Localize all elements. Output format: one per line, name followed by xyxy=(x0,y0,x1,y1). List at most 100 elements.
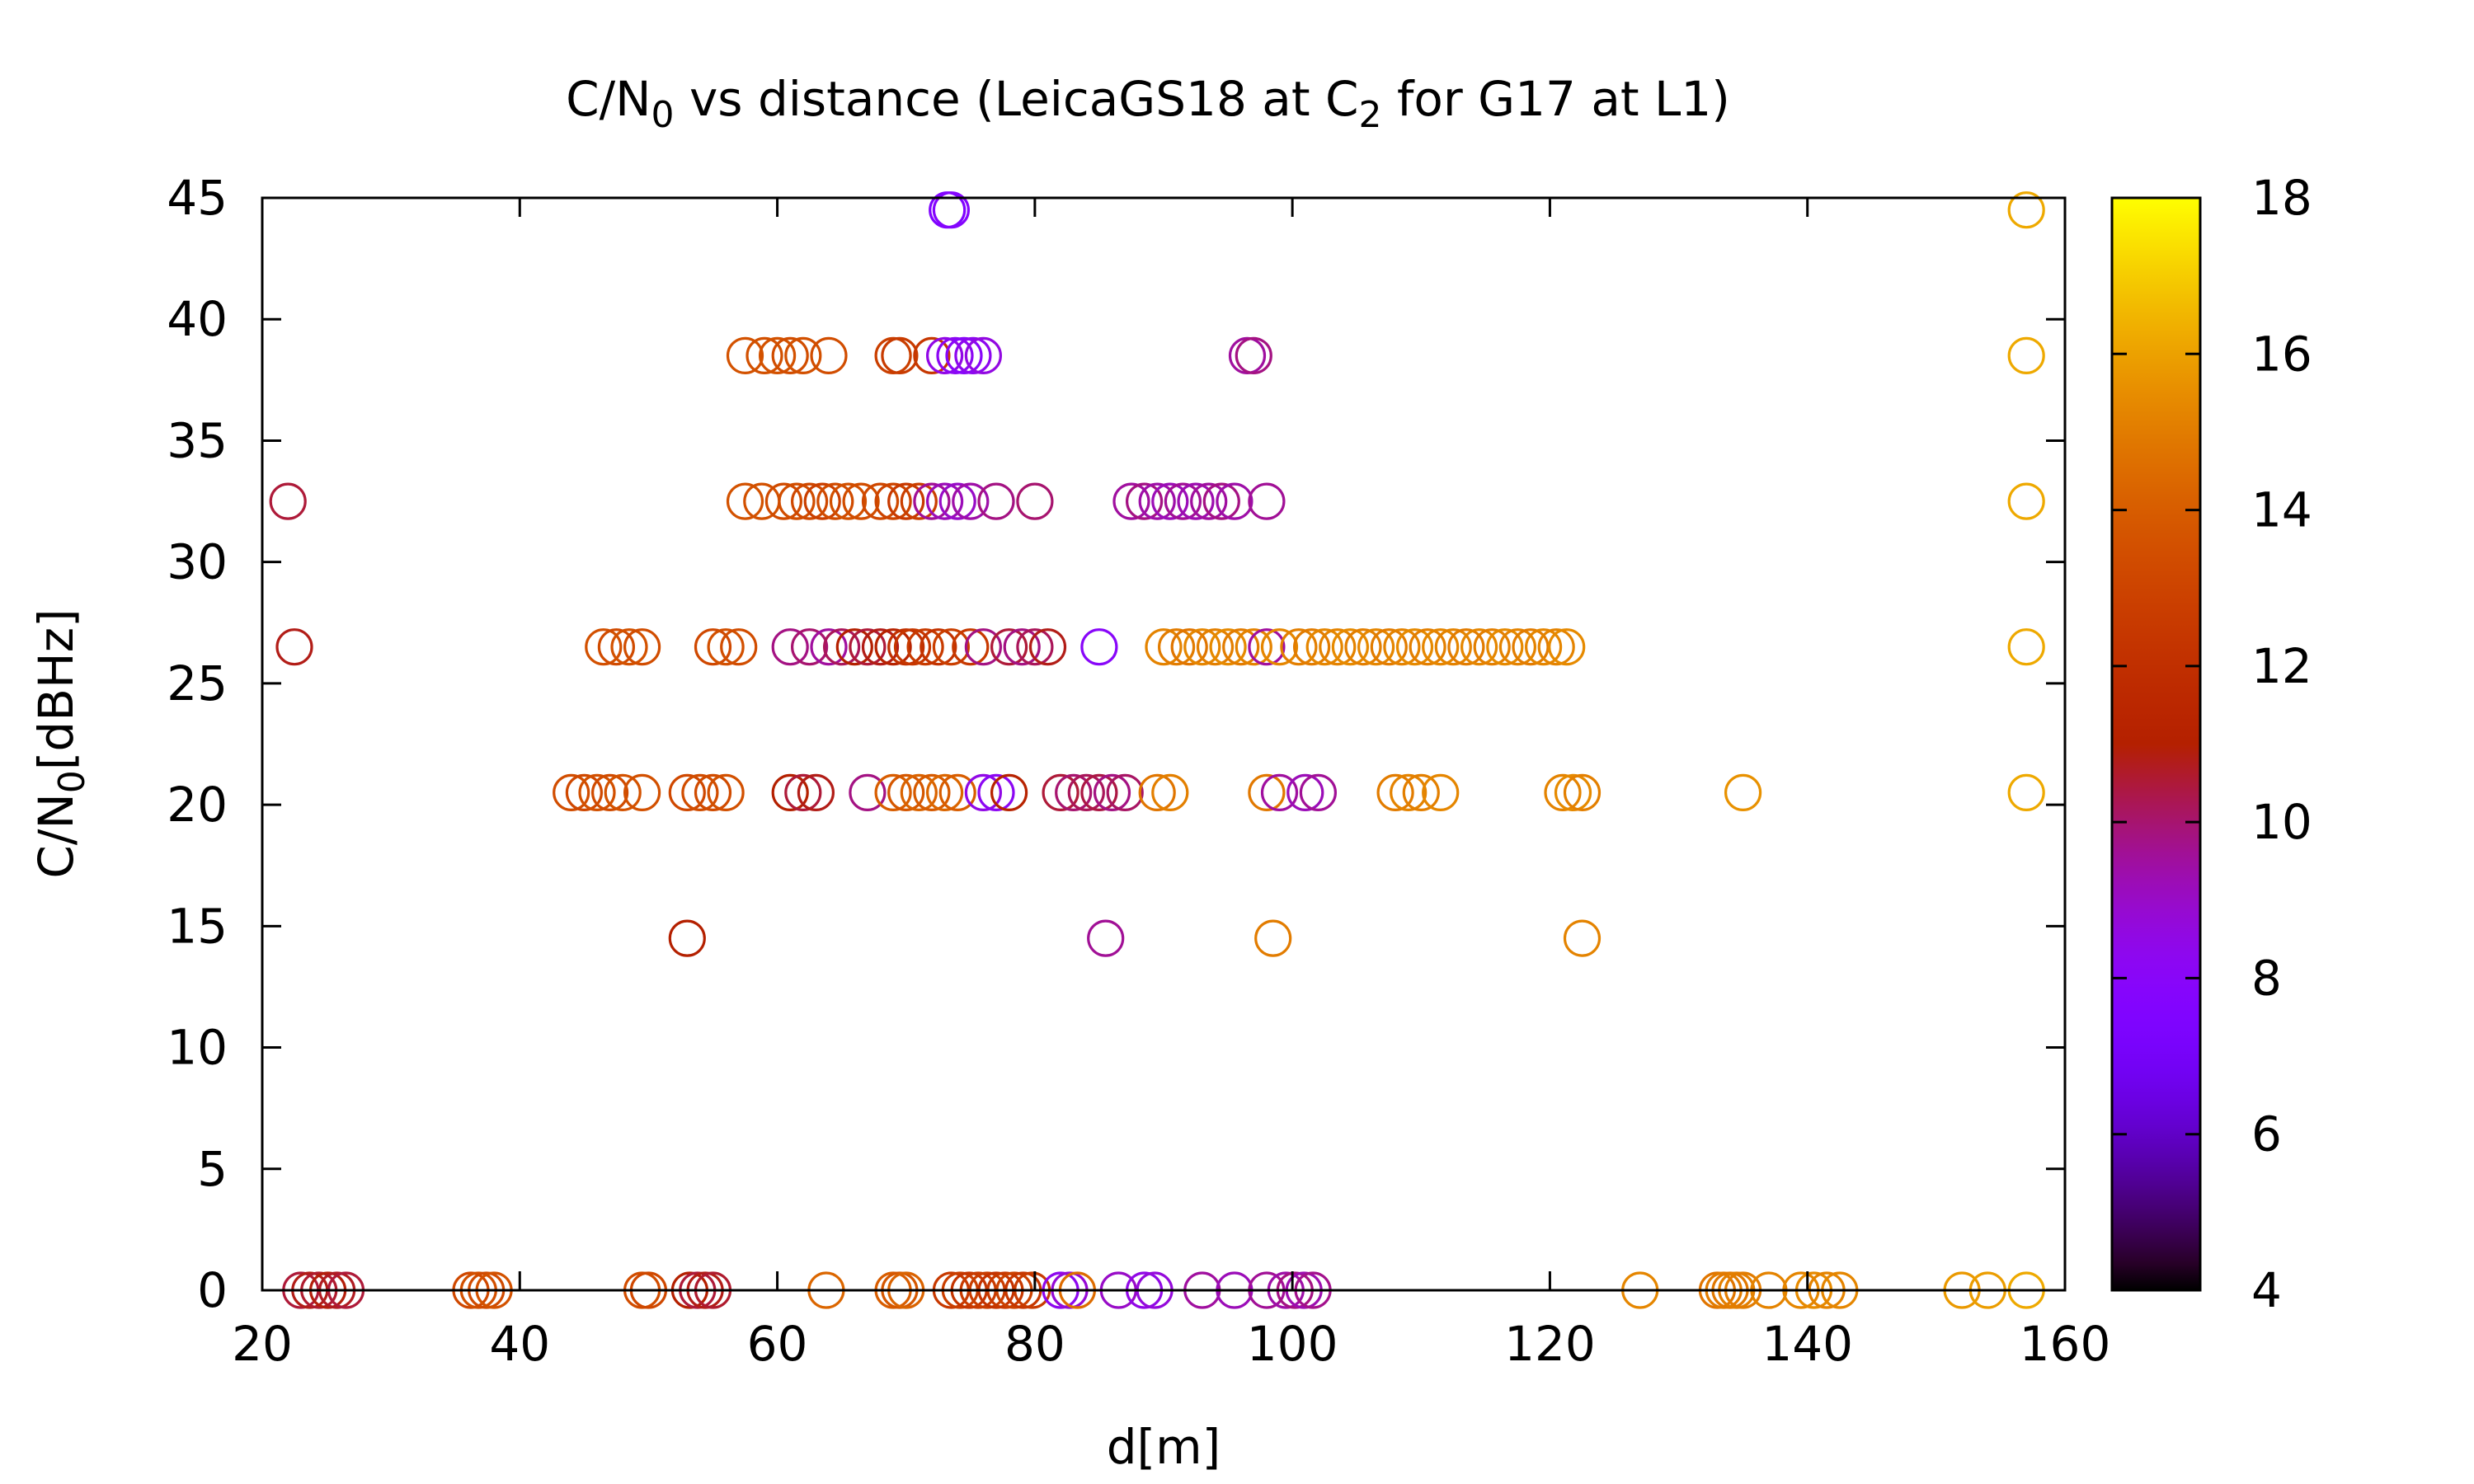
colorbar-tick-label: 10 xyxy=(2251,794,2312,850)
y-tick-label: 5 xyxy=(197,1141,228,1197)
data-point xyxy=(694,628,732,666)
data-point xyxy=(275,628,313,666)
data-point xyxy=(668,773,706,812)
data-point xyxy=(1390,773,1427,812)
y-tick-label: 0 xyxy=(197,1262,228,1318)
data-point xyxy=(932,628,971,666)
data-point xyxy=(932,191,971,229)
data-point xyxy=(771,336,809,374)
data-point xyxy=(1344,628,1382,666)
data-point xyxy=(964,628,1003,666)
data-point xyxy=(936,336,974,374)
data-point xyxy=(810,628,848,666)
data-point xyxy=(1028,628,1067,666)
data-point xyxy=(764,482,803,520)
data-point xyxy=(1331,628,1370,666)
data-point xyxy=(623,773,661,812)
y-tick-label: 45 xyxy=(167,170,228,226)
axis-ticks xyxy=(261,196,2067,1292)
data-point xyxy=(1164,482,1202,520)
data-point xyxy=(1260,773,1299,812)
data-point xyxy=(1434,628,1472,666)
data-point xyxy=(1286,773,1324,812)
data-point xyxy=(1016,482,1054,520)
data-point xyxy=(771,773,809,812)
data-point xyxy=(2007,482,2045,520)
data-point xyxy=(1498,628,1537,666)
data-point xyxy=(913,336,951,374)
data-point xyxy=(597,628,636,666)
data-point xyxy=(938,482,976,520)
data-point xyxy=(893,628,932,666)
data-point xyxy=(1524,628,1563,666)
data-point xyxy=(900,773,938,812)
data-point xyxy=(2007,336,2045,374)
data-point xyxy=(1305,628,1343,666)
y-tick-label: 40 xyxy=(167,291,228,347)
data-point xyxy=(1138,482,1176,520)
data-point xyxy=(900,482,938,520)
data-point xyxy=(874,628,912,666)
data-point xyxy=(1235,336,1272,374)
y-axis-tick-labels: 0 5 10 15 20 25 30 35 40 45 xyxy=(167,170,228,1318)
data-point xyxy=(1080,773,1118,812)
data-point xyxy=(1486,628,1524,666)
data-point xyxy=(707,628,745,666)
data-point xyxy=(2007,628,2045,666)
colorbar-tick-label: 14 xyxy=(2251,482,2312,538)
data-point xyxy=(913,482,951,520)
data-point xyxy=(810,336,848,374)
data-point xyxy=(1080,628,1118,666)
data-point xyxy=(990,773,1028,812)
data-point xyxy=(1151,482,1189,520)
data-point xyxy=(1222,628,1260,666)
data-point xyxy=(1409,628,1446,666)
data-point xyxy=(1292,628,1331,666)
data-point xyxy=(964,773,1003,812)
data-point xyxy=(1554,773,1592,812)
colorbar xyxy=(2110,196,2202,1292)
colorbar-tick-label: 8 xyxy=(2251,950,2282,1006)
data-point xyxy=(1196,628,1235,666)
data-point xyxy=(1422,773,1460,812)
y-tick-label: 20 xyxy=(167,777,228,833)
data-point xyxy=(1563,773,1602,812)
data-point xyxy=(945,336,983,374)
data-point xyxy=(1183,628,1221,666)
x-tick-label: 60 xyxy=(747,1316,808,1372)
data-point xyxy=(964,336,1003,374)
colorbar-tick-label: 4 xyxy=(2251,1262,2282,1318)
data-point xyxy=(977,773,1015,812)
x-tick-label: 140 xyxy=(1761,1316,1853,1372)
data-point xyxy=(1151,773,1189,812)
data-point xyxy=(726,336,764,374)
x-tick-label: 80 xyxy=(1004,1316,1065,1372)
data-point xyxy=(1460,628,1498,666)
data-point xyxy=(1544,773,1582,812)
data-point xyxy=(1548,628,1586,666)
data-point xyxy=(1383,628,1421,666)
data-point xyxy=(269,482,307,520)
data-point xyxy=(590,773,629,812)
y-tick-label: 30 xyxy=(167,534,228,590)
data-point xyxy=(585,628,623,666)
data-point xyxy=(1093,773,1131,812)
data-point xyxy=(1537,628,1575,666)
data-point xyxy=(1235,628,1272,666)
data-point xyxy=(1473,628,1511,666)
data-point xyxy=(925,773,964,812)
data-point xyxy=(623,628,661,666)
data-point xyxy=(952,482,990,520)
data-point xyxy=(1177,482,1215,520)
colorbar-tick-label: 12 xyxy=(2251,638,2312,694)
data-point xyxy=(681,773,719,812)
y-tick-label: 25 xyxy=(167,655,228,711)
data-point xyxy=(977,482,1015,520)
data-point xyxy=(1106,773,1144,812)
data-point xyxy=(1138,773,1176,812)
data-point xyxy=(758,336,797,374)
x-axis-label: d[m] xyxy=(1107,1419,1221,1475)
data-point xyxy=(1042,773,1079,812)
x-tick-label: 40 xyxy=(489,1316,550,1372)
